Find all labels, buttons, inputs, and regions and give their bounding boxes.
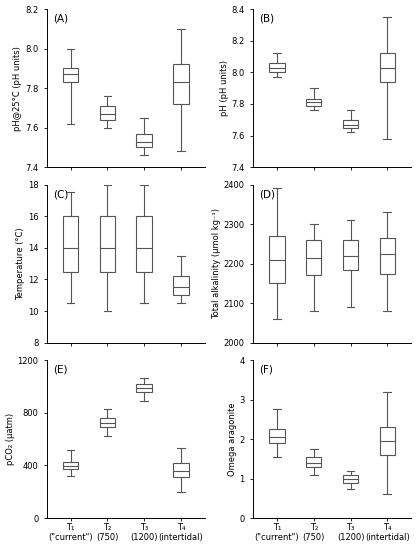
PathPatch shape (63, 461, 78, 470)
PathPatch shape (379, 53, 395, 82)
Text: (A): (A) (53, 14, 68, 24)
Text: (F): (F) (259, 365, 273, 375)
Y-axis label: Total alkalinity (μmol kg⁻¹): Total alkalinity (μmol kg⁻¹) (212, 208, 221, 319)
PathPatch shape (343, 120, 358, 128)
Y-axis label: pCO₂ (μatm): pCO₂ (μatm) (5, 413, 15, 465)
PathPatch shape (100, 418, 115, 427)
Text: (C): (C) (53, 189, 68, 199)
PathPatch shape (136, 384, 152, 392)
PathPatch shape (306, 240, 322, 276)
PathPatch shape (100, 216, 115, 271)
Text: (E): (E) (53, 365, 68, 375)
PathPatch shape (136, 134, 152, 147)
PathPatch shape (63, 216, 78, 271)
Text: (D): (D) (259, 189, 275, 199)
PathPatch shape (173, 65, 188, 104)
Y-axis label: pH (pH units): pH (pH units) (220, 60, 229, 116)
Y-axis label: Omega aragonite: Omega aragonite (228, 402, 236, 476)
PathPatch shape (173, 276, 188, 295)
PathPatch shape (343, 240, 358, 270)
PathPatch shape (269, 429, 285, 443)
PathPatch shape (173, 463, 188, 477)
PathPatch shape (269, 236, 285, 283)
PathPatch shape (269, 63, 285, 72)
PathPatch shape (379, 427, 395, 455)
Text: (B): (B) (259, 14, 274, 24)
PathPatch shape (379, 238, 395, 273)
PathPatch shape (100, 106, 115, 120)
PathPatch shape (343, 475, 358, 483)
PathPatch shape (306, 457, 322, 467)
PathPatch shape (136, 216, 152, 271)
PathPatch shape (63, 68, 78, 82)
Y-axis label: pH@25°C (pH units): pH@25°C (pH units) (13, 45, 22, 130)
Y-axis label: Temperature (°C): Temperature (°C) (16, 227, 25, 300)
PathPatch shape (306, 99, 322, 106)
